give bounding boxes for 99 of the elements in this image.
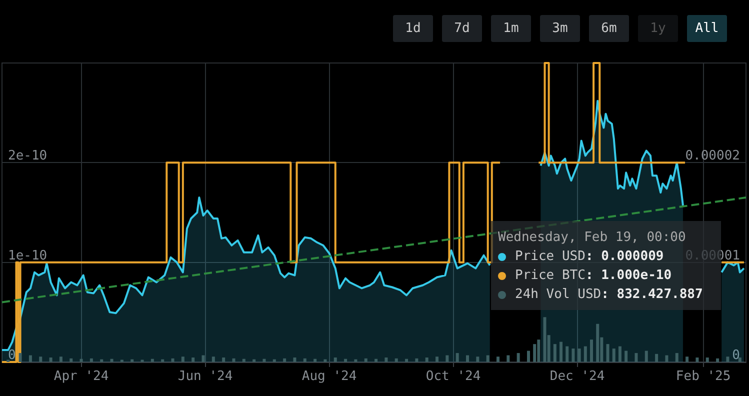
text: 7d (442, 15, 482, 42)
bar (560, 342, 563, 362)
bar (344, 358, 348, 362)
y2-tick-label: 0.00002 (685, 148, 740, 164)
bar (303, 358, 306, 362)
bar (496, 356, 500, 362)
bar (506, 355, 510, 362)
bar (161, 359, 164, 362)
bar (324, 359, 327, 362)
bar (543, 317, 546, 362)
bar (314, 358, 317, 362)
legend-label: Price BTC (515, 267, 586, 285)
bar (18, 353, 22, 362)
y-tick-label: 1e-10 (8, 248, 48, 264)
bar (80, 358, 83, 362)
bar (28, 355, 32, 362)
y-tick-label: 2e-10 (8, 148, 48, 164)
x-tick-label: Dec '24 (550, 369, 605, 384)
bar (181, 356, 184, 362)
bar (486, 355, 490, 362)
bar (590, 340, 594, 362)
bar (716, 358, 720, 362)
bar (171, 358, 174, 362)
bar (100, 359, 104, 362)
bar (655, 354, 658, 362)
bar (59, 356, 62, 362)
bar (70, 358, 73, 362)
bar (738, 358, 742, 362)
x-tick-label: Apr '24 (54, 369, 109, 384)
annotation: : 0.000009 (585, 248, 664, 266)
bar (618, 346, 622, 362)
bar (526, 350, 530, 362)
bar (686, 356, 689, 362)
bar (374, 358, 378, 362)
bar (222, 358, 226, 362)
text: All (687, 15, 727, 42)
bar (537, 340, 540, 362)
bar (553, 344, 556, 362)
bar (606, 344, 610, 362)
text: 1y (638, 15, 678, 42)
bar (572, 348, 575, 362)
bar (726, 356, 730, 362)
bar (364, 358, 368, 362)
legend-label: 24h Vol USD (515, 286, 602, 304)
bar (624, 350, 628, 362)
bar (665, 355, 668, 362)
bar (394, 358, 398, 362)
bar (675, 353, 678, 362)
text: 3m (540, 15, 580, 42)
legend-label: Price USD (515, 248, 586, 266)
bar (644, 350, 648, 362)
text: 1d (393, 15, 433, 42)
bar (150, 358, 154, 362)
bar (202, 355, 205, 362)
bar (354, 359, 358, 362)
bar (578, 348, 581, 362)
text: 1m (491, 15, 531, 42)
bar (242, 358, 246, 362)
bar (252, 359, 256, 362)
bar (293, 358, 296, 362)
bar (696, 358, 699, 362)
bar (596, 324, 600, 362)
bar (262, 358, 266, 362)
x-tick-label: Feb '25 (676, 369, 731, 384)
bar (415, 358, 418, 362)
annotation: : 832.427.887 (601, 286, 703, 304)
bar (584, 346, 587, 362)
bar (566, 346, 569, 362)
bar (90, 358, 93, 362)
bar (706, 358, 709, 362)
bar (49, 358, 52, 362)
y2-tick-label: 0 (732, 348, 740, 363)
bar (39, 356, 42, 362)
bar (192, 358, 195, 362)
bar (334, 358, 337, 362)
bar (634, 353, 638, 362)
bar (405, 358, 408, 362)
bar (272, 359, 276, 362)
text: 6m (589, 15, 629, 42)
bar (212, 356, 215, 362)
bar (476, 356, 480, 362)
bar (516, 353, 520, 362)
bar (466, 355, 470, 362)
y-tick-label: 0 (8, 348, 16, 363)
bar (283, 358, 286, 362)
bar (130, 359, 134, 362)
bar (436, 356, 439, 362)
bar (456, 353, 459, 362)
annotation: Wednesday, Feb 19, 00:00 (498, 229, 687, 247)
bar (425, 358, 428, 362)
x-tick-label: Oct '24 (426, 369, 481, 384)
bar (110, 358, 114, 362)
x-tick-label: Aug '24 (302, 369, 357, 384)
bar (612, 348, 616, 362)
x-tick-label: Jun '24 (178, 369, 233, 384)
annotation: : 1.000e-10 (585, 267, 672, 285)
bar (232, 358, 236, 362)
bar (384, 358, 388, 362)
bar (446, 355, 449, 362)
